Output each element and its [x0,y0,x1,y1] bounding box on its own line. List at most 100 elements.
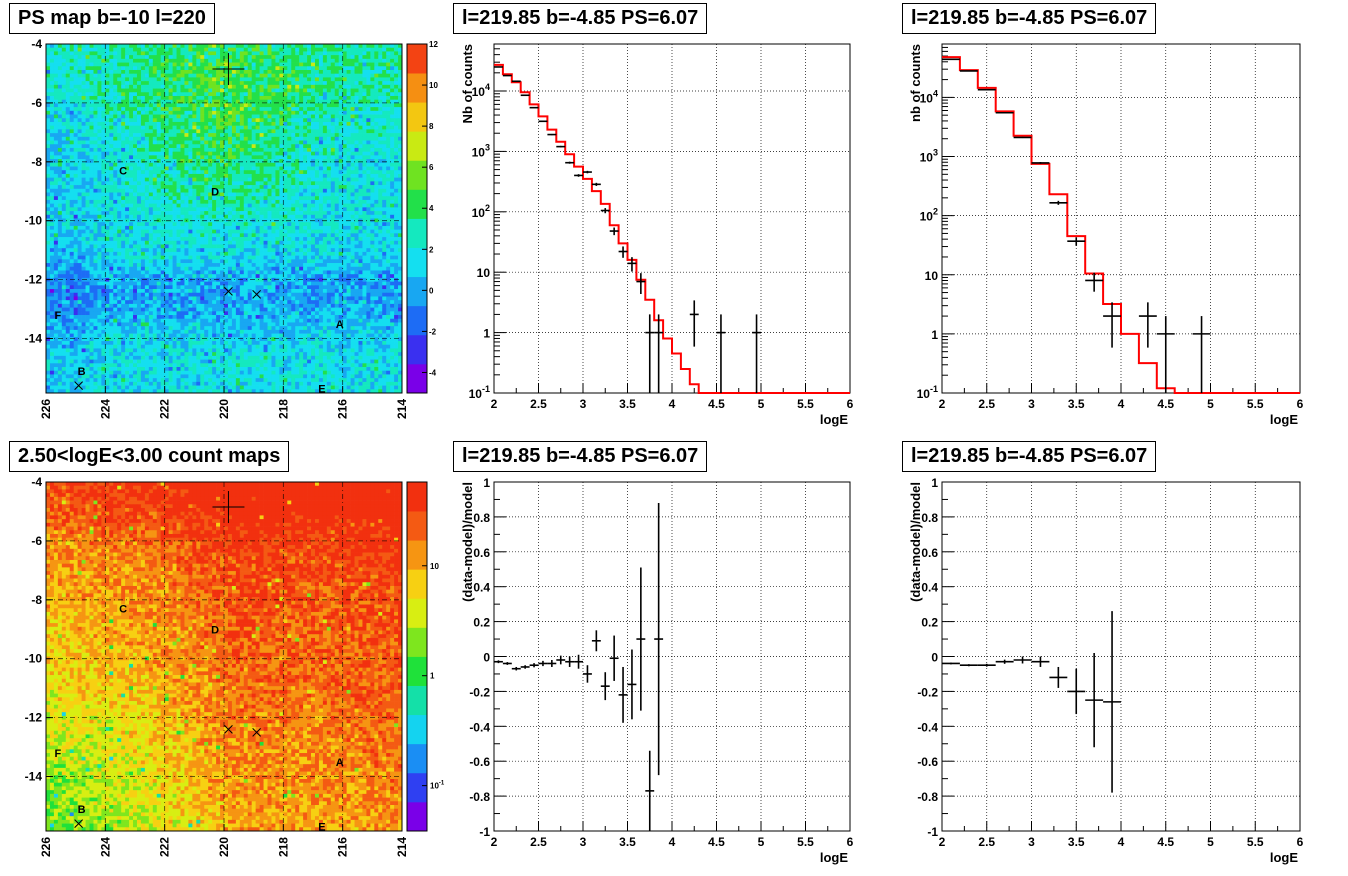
map-pixel [70,59,74,63]
map-pixel [54,81,58,85]
map-pixel [46,137,50,141]
map-pixel [216,174,220,178]
map-pixel [173,230,177,234]
map-pixel [97,144,101,148]
map-pixel [188,96,192,100]
map-pixel [374,230,378,234]
map-pixel [295,115,299,119]
map-pixel [82,170,86,174]
map-pixel [58,170,62,174]
map-pixel [343,74,347,78]
map-pixel [355,181,359,185]
map-pixel [117,155,121,159]
map-pixel [390,81,394,85]
map-pixel [394,126,398,130]
map-pixel [362,48,366,52]
map-pixel [117,230,121,234]
map-pixel [331,118,335,122]
map-pixel [70,155,74,159]
map-pixel [271,200,275,204]
map-pixel [180,55,184,59]
map-pixel [82,63,86,67]
map-pixel [236,59,240,63]
map-pixel [264,137,268,141]
map-pixel [173,185,177,189]
map-pixel [129,237,133,241]
map-pixel [295,178,299,182]
map-pixel [173,207,177,211]
map-pixel [90,193,94,197]
map-pixel [50,85,54,89]
map-pixel [343,148,347,152]
map-pixel [149,59,153,63]
map-pixel [347,230,351,234]
map-pixel [347,185,351,189]
map-pixel [188,115,192,119]
map-pixel [66,51,70,55]
map-pixel [180,178,184,182]
map-pixel [141,144,145,148]
map-pixel [50,248,54,252]
map-pixel [264,103,268,107]
map-pixel [240,89,244,93]
map-pixel [224,148,228,152]
map-pixel [347,163,351,167]
map-pixel [303,115,307,119]
map-pixel [327,115,331,119]
map-pixel [327,129,331,133]
map-pixel [248,44,252,48]
map-pixel [378,63,382,67]
map-pixel [137,48,141,52]
map-pixel [355,222,359,226]
map-pixel [62,122,66,126]
map-pixel [50,233,54,237]
map-pixel [248,111,252,115]
map-pixel [180,155,184,159]
map-pixel [208,144,212,148]
map-pixel [268,159,272,163]
map-pixel [366,215,370,219]
map-pixel [224,44,228,48]
map-pixel [370,148,374,152]
map-pixel [390,85,394,89]
map-pixel [149,144,153,148]
map-pixel [70,133,74,137]
map-pixel [244,155,248,159]
map-pixel [283,70,287,74]
map-pixel [177,129,181,133]
map-pixel [54,137,58,141]
map-pixel [82,122,86,126]
map-pixel [224,74,228,78]
map-pixel [291,244,295,248]
map-pixel [141,233,145,237]
map-pixel [192,103,196,107]
map-pixel [204,196,208,200]
map-pixel [370,230,374,234]
map-pixel [378,118,382,122]
map-pixel [141,122,145,126]
map-pixel [327,118,331,122]
map-pixel [394,122,398,126]
map-pixel [145,170,149,174]
map-pixel [323,241,327,245]
map-pixel [58,70,62,74]
map-pixel [382,55,386,59]
map-pixel [157,155,161,159]
map-pixel [113,92,117,96]
map-pixel [287,81,291,85]
map-pixel [283,55,287,59]
map-pixel [248,141,252,145]
map-pixel [351,178,355,182]
map-pixel [70,96,74,100]
map-pixel [311,189,315,193]
map-pixel [240,241,244,245]
map-pixel [374,48,378,52]
map-pixel [303,196,307,200]
map-pixel [188,237,192,241]
map-pixel [173,70,177,74]
map-pixel [149,85,153,89]
map-pixel [157,167,161,171]
map-pixel [192,193,196,197]
map-pixel [351,133,355,137]
map-pixel [82,193,86,197]
